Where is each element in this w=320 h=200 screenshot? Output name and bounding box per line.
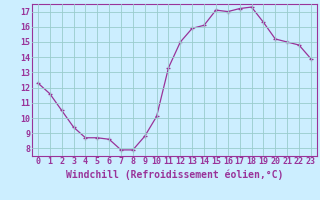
X-axis label: Windchill (Refroidissement éolien,°C): Windchill (Refroidissement éolien,°C)	[66, 169, 283, 180]
